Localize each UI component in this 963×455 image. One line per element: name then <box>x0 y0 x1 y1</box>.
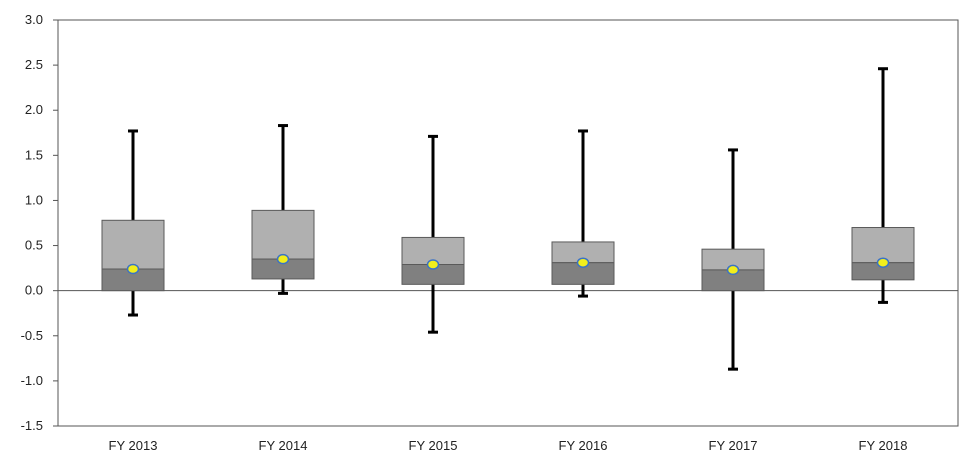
mean-marker <box>426 259 440 270</box>
box-upper <box>851 227 915 264</box>
y-tick-label: 0.5 <box>25 238 43 253</box>
x-category-label: FY 2018 <box>859 438 908 453</box>
box-fy-2013 <box>101 129 165 317</box>
y-tick-label: 0.0 <box>25 283 43 298</box>
x-category-label: FY 2017 <box>709 438 758 453</box>
x-category-label: FY 2015 <box>409 438 458 453</box>
x-category-label: FY 2013 <box>109 438 158 453</box>
x-category-label: FY 2014 <box>259 438 308 453</box>
box-fy-2014 <box>251 124 315 295</box>
plot-border <box>57 19 959 427</box>
plot-area <box>57 19 959 427</box>
y-tick-label: -1.5 <box>21 418 43 433</box>
y-tick-label: 2.5 <box>25 57 43 72</box>
mean-marker <box>726 264 740 276</box>
box-fy-2018 <box>851 67 915 304</box>
y-tick-label: -0.5 <box>21 328 43 343</box>
y-tick-label: 3.0 <box>25 12 43 27</box>
mean-marker <box>876 257 890 268</box>
mean-marker <box>576 257 590 268</box>
box-fy-2017 <box>701 148 765 371</box>
box-series <box>101 67 915 371</box>
box-fy-2015 <box>401 134 465 334</box>
mean-marker <box>126 263 140 275</box>
y-tick-label: -1.0 <box>21 373 43 388</box>
x-category-label: FY 2016 <box>559 438 608 453</box>
mean-marker <box>276 253 290 265</box>
y-tick-label: 1.5 <box>25 147 43 162</box>
y-axis: 3.0 2.5 2.0 1.5 1.0 0.5 0.0 -0.5 -1.0 -1.5 <box>21 12 58 433</box>
box-upper <box>251 209 315 260</box>
y-tick-label: 2.0 <box>25 102 43 117</box>
x-axis: FY 2013 FY 2014 FY 2015 FY 2016 FY 2017 FY 20… <box>109 438 908 453</box>
y-tick-label: 1.0 <box>25 192 43 207</box>
box-upper <box>101 219 165 270</box>
box-fy-2016 <box>551 129 615 298</box>
